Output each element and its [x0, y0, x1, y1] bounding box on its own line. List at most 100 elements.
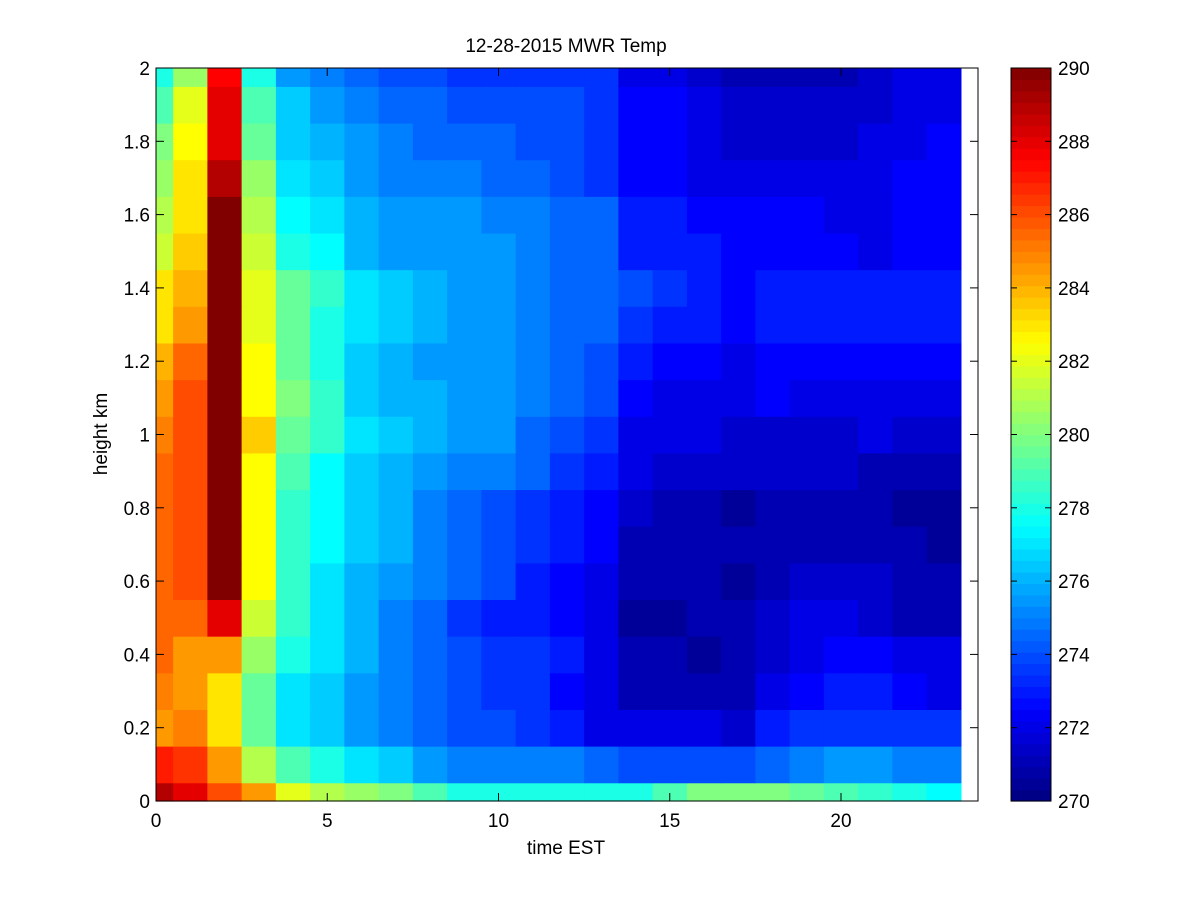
heatmap-cell — [892, 562, 928, 601]
colorbar-swatch — [1011, 675, 1051, 688]
colorbar-swatch — [1011, 445, 1051, 458]
colorbar-swatch — [1011, 606, 1051, 619]
colorbar-swatch — [1011, 319, 1051, 333]
heatmap-cell — [344, 636, 380, 674]
heatmap-cell — [412, 269, 448, 307]
heatmap-cell — [241, 526, 277, 564]
heatmap-cell — [515, 68, 551, 87]
heatmap-cell — [721, 196, 756, 234]
heatmap-cell — [412, 636, 448, 674]
heatmap-cell — [686, 672, 722, 710]
heatmap-cell — [344, 746, 380, 784]
heatmap-cell — [584, 196, 619, 234]
heatmap-cell — [481, 452, 517, 491]
heatmap-cell — [686, 269, 722, 307]
colorbar-swatch — [1011, 159, 1051, 172]
heatmap-cell — [823, 452, 859, 491]
heatmap-cell — [789, 562, 825, 601]
colorbar-swatch — [1011, 79, 1051, 92]
x-tick-label: 0 — [151, 811, 162, 832]
heatmap-cell — [344, 232, 380, 271]
heatmap-cell — [721, 68, 756, 87]
heatmap-cell — [447, 746, 482, 784]
heatmap-cell — [686, 416, 722, 454]
heatmap-cell — [447, 709, 482, 747]
heatmap-cell — [378, 416, 414, 454]
heatmap-cell — [310, 122, 345, 161]
heatmap-cell — [892, 709, 928, 747]
heatmap-cell — [515, 489, 551, 527]
heatmap-cell — [926, 526, 962, 564]
heatmap-cell — [412, 709, 448, 747]
heatmap-cell — [549, 489, 585, 527]
heatmap-cell — [858, 379, 893, 417]
heatmap-cell — [652, 379, 688, 417]
y-tick-label: 2 — [139, 59, 150, 80]
heatmap-cell — [584, 562, 619, 601]
heatmap-cell — [275, 782, 311, 802]
heatmap-cell — [686, 232, 722, 271]
heatmap-cell — [515, 232, 551, 271]
heatmap-cell — [618, 68, 654, 87]
chart-title: 12-28-2015 MWR Temp — [465, 36, 666, 57]
heatmap-cell — [549, 86, 585, 124]
heatmap-cell — [721, 86, 756, 124]
heatmap-cell — [515, 672, 551, 710]
heatmap-cell — [618, 232, 654, 271]
colorbar-swatch — [1011, 102, 1051, 115]
heatmap-cell — [549, 672, 585, 710]
heatmap-cell — [378, 562, 414, 601]
colorbar-tick-label: 290 — [1058, 59, 1090, 80]
heatmap-cell — [515, 159, 551, 197]
heatmap-cell — [241, 636, 277, 674]
heatmap-cell — [275, 709, 311, 747]
heatmap-cell — [275, 342, 311, 381]
heatmap-cell — [686, 342, 722, 381]
heatmap-cell — [310, 379, 345, 417]
colorbar-swatch — [1011, 354, 1051, 367]
heatmap-cell — [275, 306, 311, 344]
y-tick-label: 0.6 — [124, 572, 150, 593]
heatmap-cell — [584, 672, 619, 710]
heatmap-cell — [584, 416, 619, 454]
heatmap-cell — [926, 196, 962, 234]
heatmap-cell — [241, 562, 277, 601]
heatmap-cell — [481, 489, 517, 527]
heatmap-cell — [618, 196, 654, 234]
heatmap-cell — [721, 489, 756, 527]
heatmap-cells — [156, 68, 962, 802]
colorbar-swatch — [1011, 228, 1051, 241]
heatmap-cell — [481, 159, 517, 197]
heatmap-cell — [549, 636, 585, 674]
heatmap-cell — [447, 342, 482, 381]
colorbar-swatch — [1011, 365, 1051, 378]
heatmap-cell — [515, 342, 551, 381]
heatmap-cell — [412, 526, 448, 564]
heatmap-cell — [412, 672, 448, 710]
heatmap-cell — [344, 782, 380, 802]
heatmap-cell — [156, 269, 174, 307]
heatmap-cell — [412, 86, 448, 124]
heatmap-cell — [823, 562, 859, 601]
heatmap-cell — [310, 489, 345, 527]
heatmap-cell — [207, 269, 243, 307]
heatmap-cell — [481, 599, 517, 637]
heatmap-cell — [156, 599, 174, 637]
heatmap-cell — [926, 599, 962, 637]
heatmap-cell — [344, 489, 380, 527]
heatmap-cell — [652, 562, 688, 601]
heatmap-cell — [310, 269, 345, 307]
heatmap-cell — [892, 159, 928, 197]
heatmap-cell — [721, 232, 756, 271]
colorbar — [1011, 68, 1051, 802]
heatmap-cell — [618, 562, 654, 601]
heatmap-cell — [481, 342, 517, 381]
heatmap-cell — [275, 599, 311, 637]
heatmap-cell — [156, 196, 174, 234]
heatmap-cell — [858, 68, 893, 87]
y-tick-label: 1.6 — [124, 206, 150, 227]
heatmap-cell — [686, 68, 722, 87]
heatmap-cell — [721, 562, 756, 601]
colorbar-swatch — [1011, 640, 1051, 653]
heatmap-cell — [515, 122, 551, 161]
